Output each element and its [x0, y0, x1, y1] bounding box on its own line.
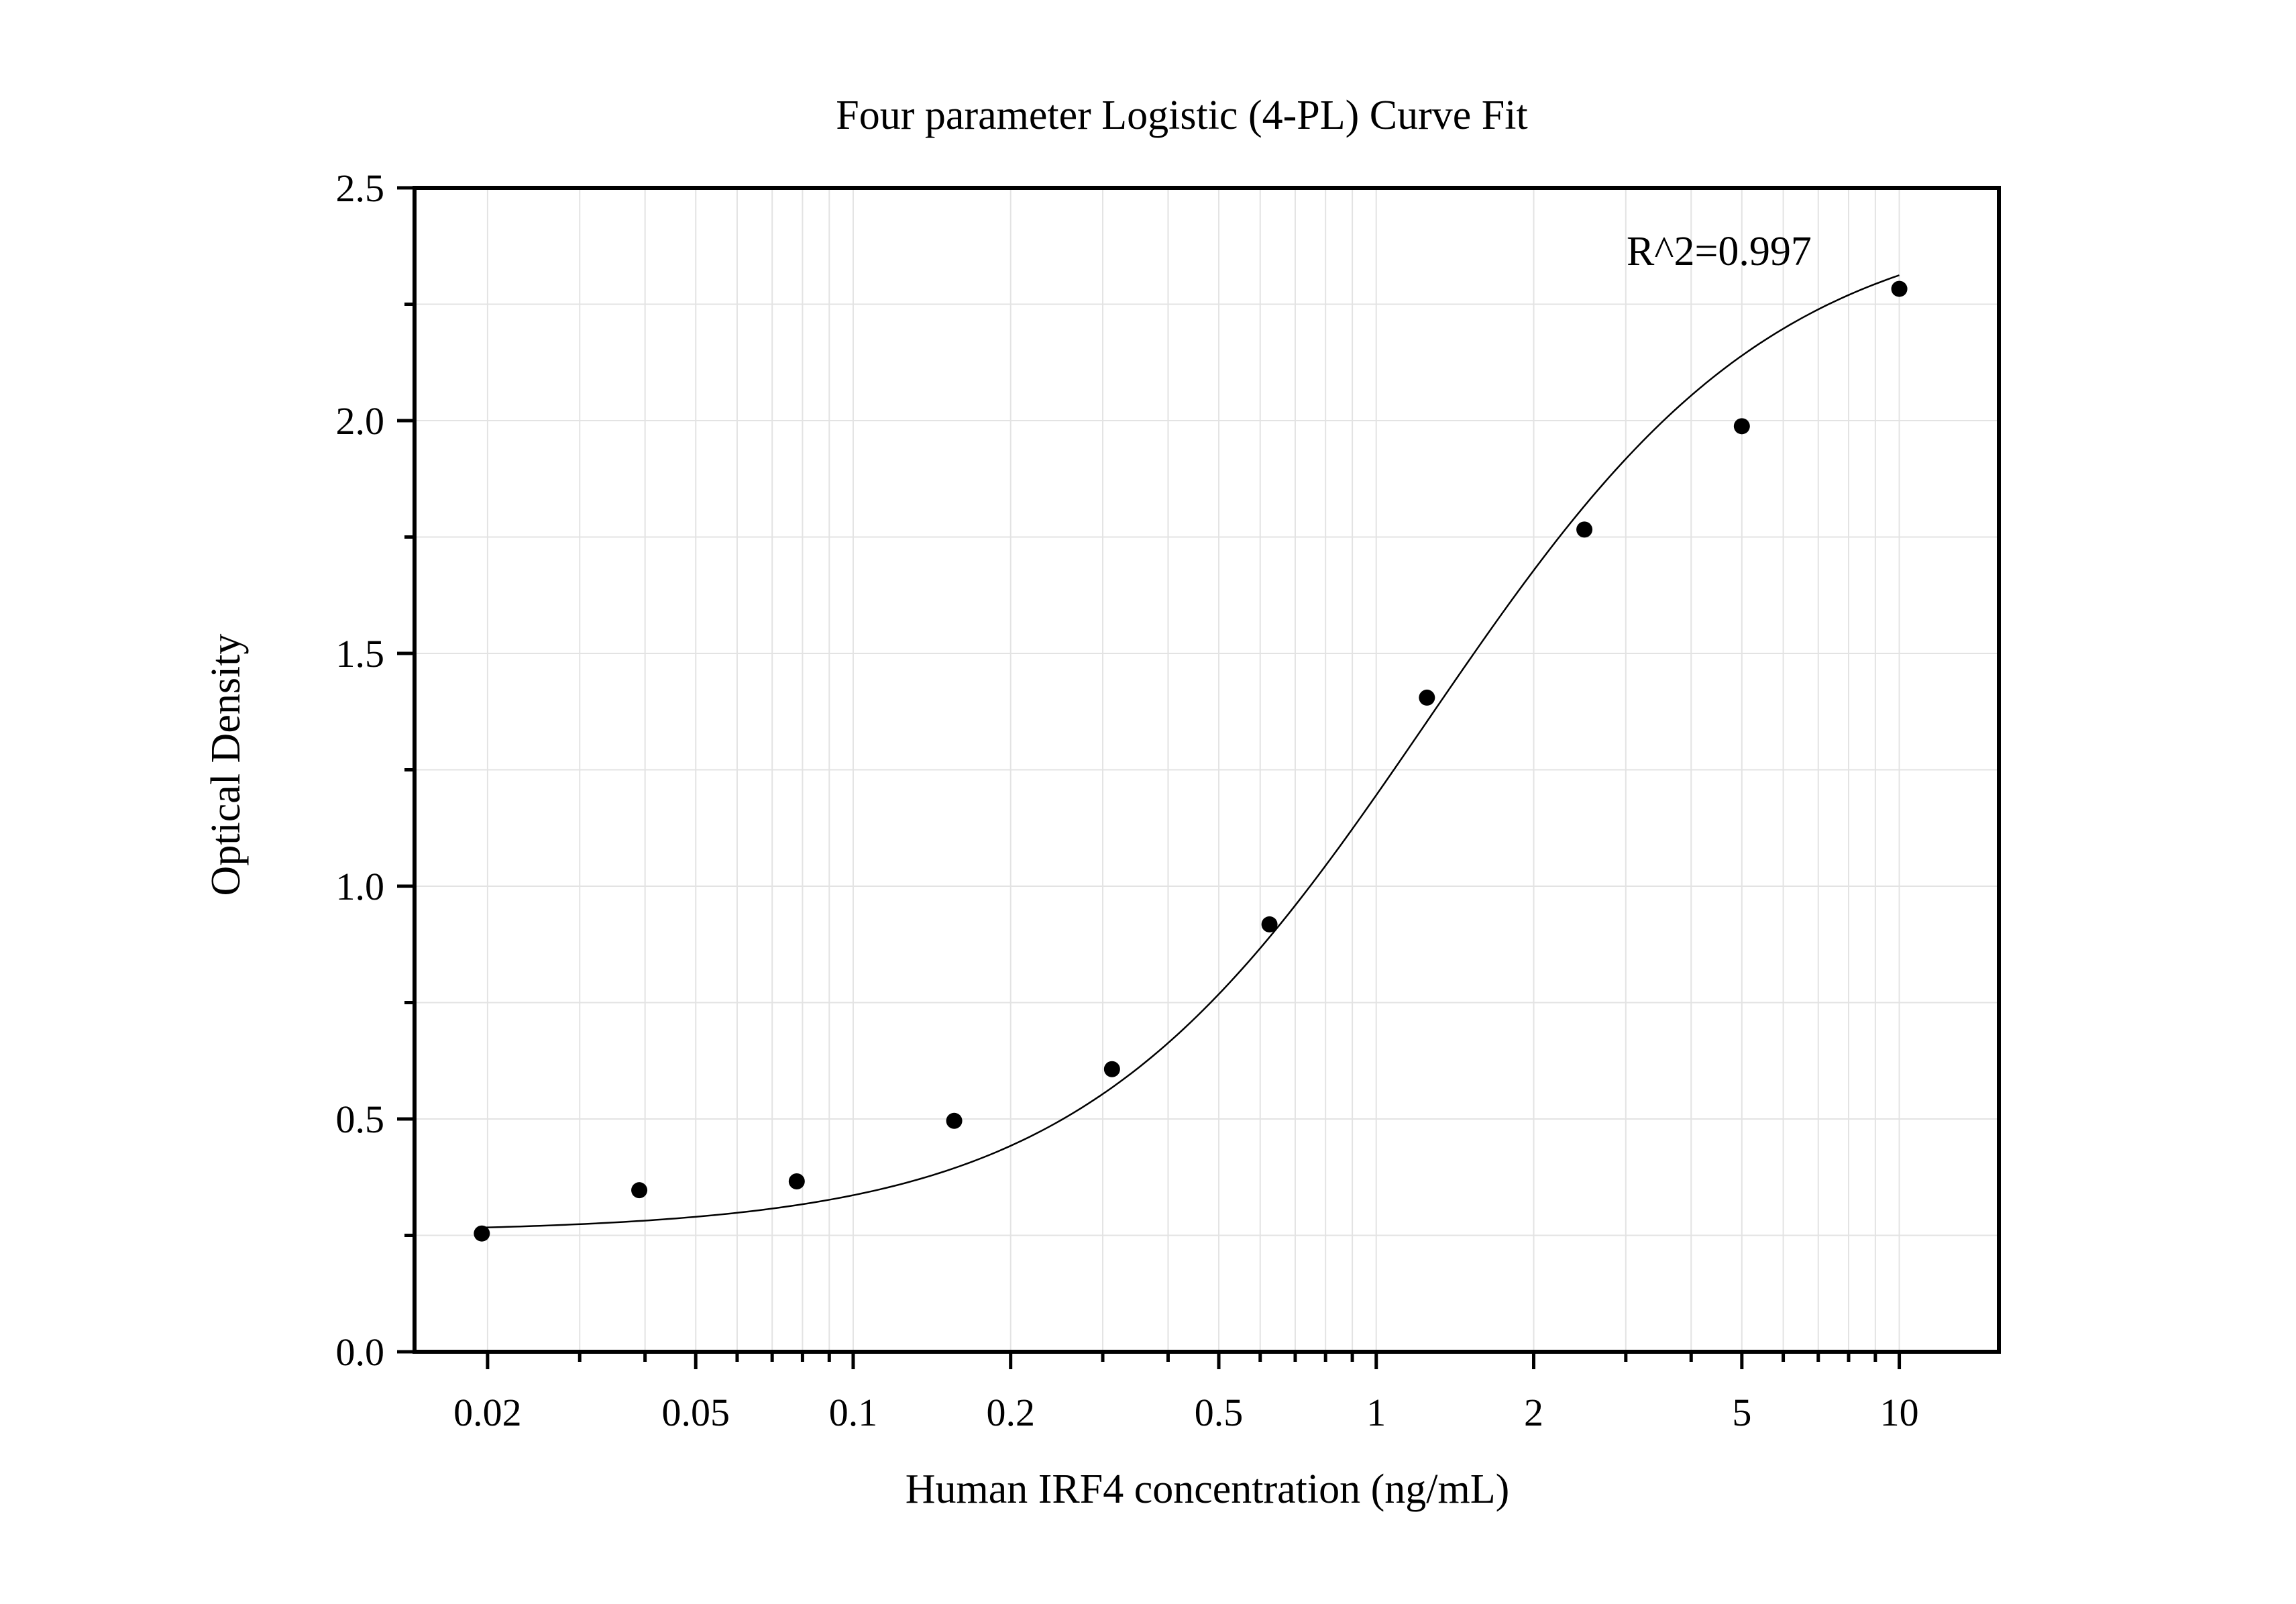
x-axis-label: Human IRF4 concentration (ng/mL)	[906, 1466, 1510, 1512]
y-tick-label: 1.0	[336, 865, 385, 908]
x-tick-label: 10	[1880, 1391, 1919, 1434]
grid-lines	[415, 188, 1999, 1352]
tick-labels: 0.02 0.05 0.1 0.2 0.5 1 2 5 10 0.0 0.5 1.0 1.5 2.0 2.5	[336, 166, 1919, 1434]
x-tick-label: 0.02	[453, 1391, 522, 1434]
fit-curve-layer	[482, 274, 1900, 1229]
axis-ticks	[397, 186, 1902, 1369]
x-tick-label: 1	[1366, 1391, 1386, 1434]
data-point	[1733, 418, 1750, 435]
x-tick-label: 0.2	[986, 1391, 1035, 1434]
data-point	[1576, 521, 1593, 538]
data-point	[946, 1112, 963, 1129]
data-point	[1261, 916, 1278, 932]
fit-curve	[482, 274, 1900, 1229]
y-axis-label: Optical Density	[203, 634, 249, 896]
x-tick-label: 0.05	[661, 1391, 730, 1434]
data-point	[1891, 280, 1908, 297]
data-point	[474, 1225, 490, 1242]
x-tick-label: 0.1	[829, 1391, 878, 1434]
y-tick-label: 2.5	[336, 166, 385, 210]
y-tick-label: 0.0	[336, 1330, 385, 1374]
r-squared-annotation: R^2=0.997	[1627, 229, 1812, 274]
y-tick-label: 1.5	[336, 632, 385, 676]
data-point	[1103, 1061, 1120, 1077]
y-tick-label: 0.5	[336, 1098, 385, 1141]
x-tick-label: 0.5	[1195, 1391, 1244, 1434]
data-point	[631, 1182, 648, 1199]
x-tick-label: 5	[1732, 1391, 1751, 1434]
data-point	[1419, 689, 1435, 706]
y-tick-label: 2.0	[336, 399, 385, 443]
chart-title: Four parameter Logistic (4-PL) Curve Fit	[836, 93, 1527, 138]
data-point	[788, 1173, 805, 1189]
data-points	[474, 280, 1908, 1242]
x-tick-label: 2	[1524, 1391, 1543, 1434]
